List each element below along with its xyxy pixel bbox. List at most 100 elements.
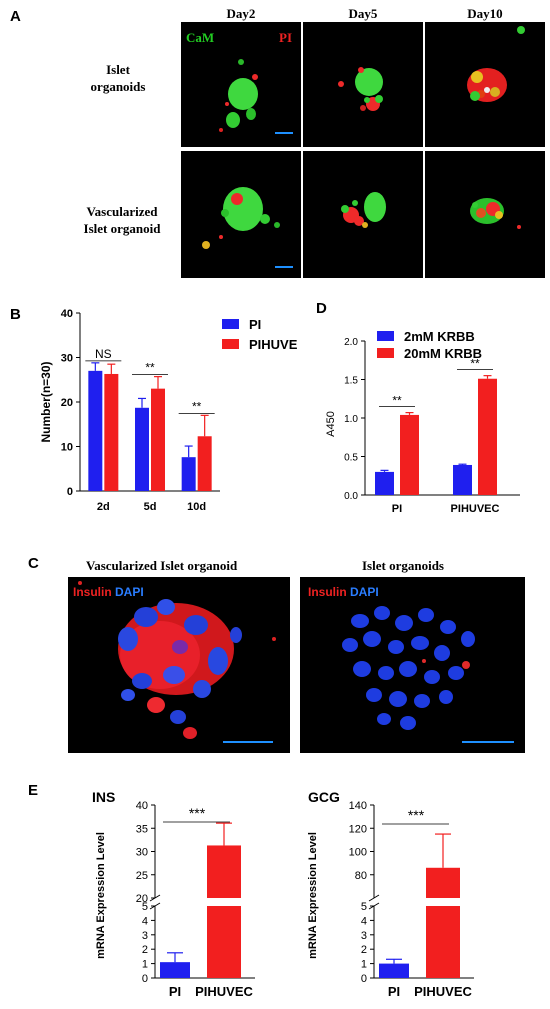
significance-label: ** [192,399,202,413]
bar-PIHUVEC-lower [207,906,241,978]
stain-label-dapi: DAPI [350,585,379,599]
bar-PI [160,962,190,978]
y-axis-label: mRNA Expression Level [95,832,107,959]
micrograph-insulin-vascularized: Insulin DAPI [68,577,290,753]
y-tick-label: 0 [142,973,148,985]
stain-legend: Insulin DAPI [308,585,379,599]
significance-label: ** [470,357,480,371]
x-tick-label: 10d [187,501,206,513]
row-label-vascularized-islet-organoid: Vascularized Islet organoid [83,204,161,236]
micrograph-islet-day2: CaM PI [181,22,301,147]
y-tick-label: 0 [361,973,367,985]
scale-bar [275,132,293,134]
chart-title: GCG [308,790,340,805]
y-tick-label: 20 [61,397,73,409]
column-header-day2: Day2 [226,6,256,21]
axis-break-mark [368,894,380,902]
x-tick-label: PI [392,503,402,515]
x-tick-label: PI [169,984,181,999]
y-tick-label: 0.0 [344,491,358,502]
panel-b-label: B [10,306,21,323]
panel-c-left-title: Vascularized Islet organoid [86,558,238,573]
y-tick-label: 1.0 [344,414,358,425]
y-tick-label: 35 [136,823,148,835]
bar-PIHUVEC-upper [426,867,460,898]
bar-pi-5d [135,407,149,491]
y-tick-label: 1 [361,959,367,971]
bar-PIHUVEC [478,378,497,495]
legend-swatch [377,331,394,341]
y-tick-label: 4 [361,915,367,927]
y-tick-label: 100 [349,847,367,859]
y-tick-label: 140 [349,800,367,812]
stain-label-insulin: Insulin [73,585,112,599]
legend-label: 20mM KRBB [404,346,482,361]
significance-label: ** [392,394,402,408]
bar-pihuve-10d [197,436,212,491]
micrograph-insulin-islet: Insulin DAPI [300,577,525,753]
y-tick-label: 10 [61,442,73,454]
y-tick-label: 20 [136,893,148,905]
panel-a-label: A [10,8,21,25]
chart-b-cell-number: 0 10 20 30 40 Number(n=30) NS 2d ** 5d ** 10d PI PIHU… [39,308,298,513]
chart-e-gcg: GCG 0 1 2 3 4 5 80 100 120 140 mRNA Expression Leve… [307,790,474,999]
stain-label-cam: CaM [186,30,215,45]
micrograph-vascularized-day10 [425,151,545,278]
y-tick-label: 30 [136,847,148,859]
y-tick-label: 2 [361,944,367,956]
panel-e-label: E [28,782,39,799]
bar-PI [375,471,394,495]
panel-d-label: D [316,300,327,317]
chart-d-a450: 0.0 0.5 1.0 1.5 2.0 A450 ** PI ** PIHUVEC 2mM KRBB… [325,329,520,515]
significance-label: *** [189,805,206,821]
x-tick-label: PIHUVEC [414,984,472,999]
bar-pihuve-2d [104,373,119,491]
x-tick-label: PI [388,984,400,999]
y-tick-label: 25 [136,870,148,882]
y-tick-label: 120 [349,823,367,835]
micrograph-islet-day10 [425,22,545,147]
panel-c-label: C [28,555,39,572]
bar-PI [379,963,409,978]
significance-label: NS [95,347,112,361]
significance-label: *** [408,807,425,823]
significance-label: ** [145,361,155,375]
y-tick-label: 1 [142,959,148,971]
stain-label-dapi: DAPI [115,585,144,599]
legend-label: 2mM KRBB [404,329,475,344]
bar-PIHUVEC-lower [426,906,460,978]
scale-bar [462,741,514,743]
y-tick-label: 40 [136,800,148,812]
y-tick-label: 2.0 [344,337,358,348]
bar-PIHUVEC [453,464,472,495]
bar-PI [400,414,419,495]
y-tick-label: 5 [142,901,148,913]
legend-swatch-pihuve [222,339,239,349]
panel-c-right-title: Islet organoids [362,558,444,573]
legend-swatch [377,348,394,358]
bar-pi-10d [181,457,196,491]
y-axis-label: A450 [325,411,337,437]
bar-pi-2d [88,370,103,491]
chart-e-ins: INS 0 1 2 3 4 520 25 30 35 40 mRNA Expression Level… [92,790,255,999]
y-tick-label: 5 [361,901,367,913]
legend-label-pihuve: PIHUVE [249,337,298,352]
legend-label-pi: PI [249,317,261,332]
y-tick-label: 4 [142,915,148,927]
scale-bar [275,266,293,268]
y-tick-label: 3 [361,930,367,942]
column-header-day10: Day10 [467,6,503,21]
y-tick-label: 40 [61,308,73,320]
bar-PIHUVEC-upper [207,845,241,898]
y-tick-label: 2 [142,944,148,956]
scale-bar [223,741,273,743]
stain-label-pi: PI [279,30,292,45]
micrograph-islet-day5 [303,22,423,147]
y-axis-label: Number(n=30) [39,361,53,442]
micrograph-vascularized-day2 [181,151,301,278]
bar-pihuve-5d [151,388,165,491]
row-label-islet-organoids: Islet organoids [90,62,146,94]
micrograph-vascularized-day5 [303,151,423,278]
x-tick-label: PIHUVEC [451,503,500,515]
stain-legend: Insulin DAPI [73,585,144,599]
